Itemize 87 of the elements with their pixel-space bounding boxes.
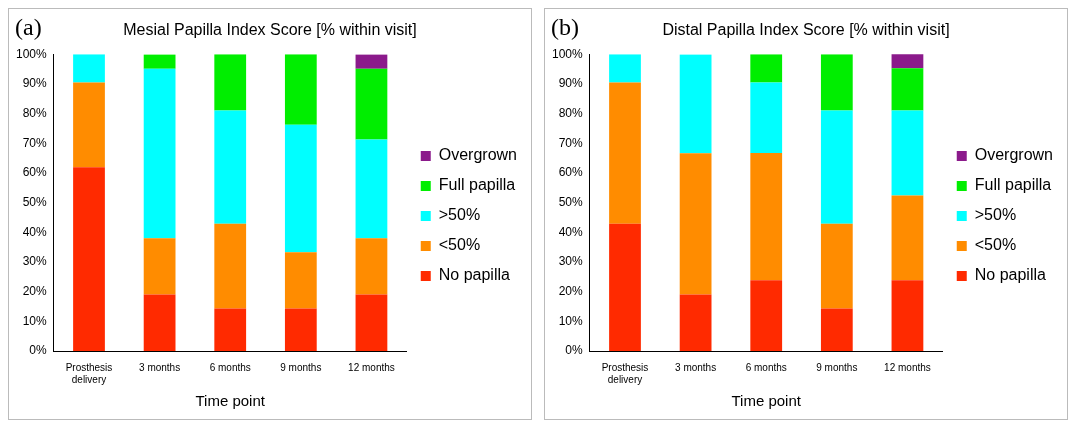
x-tick-label: 9 months [280,361,322,373]
bar [820,54,853,111]
y-tick-label: 50% [558,194,584,209]
bar [355,238,388,295]
bar [820,223,853,309]
bar [891,195,924,281]
x-axis-title: Time point [195,392,266,410]
y-tick-label: 0% [29,343,48,358]
legend-label: No papilla [438,266,511,284]
bar [750,82,783,154]
y-tick-label: 60% [22,165,48,180]
bar [679,54,712,154]
legend-label: Full papilla [438,176,516,194]
text: (a) [15,14,42,41]
y-tick-label: 0% [565,343,584,358]
bar [750,153,783,281]
y-tick-label: 30% [22,254,48,269]
y-tick-label: 20% [22,283,48,298]
legend-label: <50% [438,236,481,254]
y-tick-label: 20% [558,283,584,298]
x-tick-label: Prosthesis delivery [65,361,113,385]
bar [73,167,105,351]
y-tick-label: 70% [558,135,584,150]
legend-label: >50% [438,206,481,224]
y-tick-label: 10% [558,313,584,328]
legend-label: Overgrown [974,146,1053,164]
bar [820,110,853,224]
bar [609,54,641,83]
bar [214,110,247,224]
bar [214,54,247,111]
x-axis-title: Time point [731,392,802,410]
bar [143,68,176,239]
bar [355,68,388,140]
y-tick-label: 90% [558,76,584,91]
bar [214,223,247,309]
bar [891,110,924,196]
bar [143,54,176,69]
legend-label: <50% [974,236,1017,254]
y-tick-label: 50% [22,194,48,209]
text: (b) [551,14,579,41]
bar [609,82,641,224]
bar [143,294,176,351]
bar [284,124,317,253]
bar [820,308,853,351]
y-tick-label: 100% [551,46,584,61]
y-tick-label: 90% [22,76,48,91]
y-tick-label: 40% [558,224,584,239]
y-tick-label: 40% [22,224,48,239]
legend-label: No papilla [974,266,1047,284]
bar [679,153,712,295]
y-tick-label: 10% [22,313,48,328]
bar [355,54,388,69]
bar [284,54,317,125]
bar [73,54,105,83]
bar [284,308,317,351]
bar [355,294,388,351]
y-tick-label: 60% [558,165,584,180]
x-tick-label: 12 months [884,361,931,373]
y-tick-label: 70% [22,135,48,150]
x-tick-label: 12 months [348,361,395,373]
y-tick-label: 30% [558,254,584,269]
y-tick-label: 80% [22,105,48,120]
bar [891,280,924,351]
bar [355,139,388,239]
chart-title: Mesial Papilla Index Score [% within visit] [123,21,417,39]
bar [679,294,712,351]
bar [73,82,105,168]
bar [284,252,317,309]
legend-label: Full papilla [974,176,1052,194]
legend-label: >50% [974,206,1017,224]
x-tick-label: Prosthesis delivery [601,361,649,385]
bar [750,54,783,83]
chart-title: Distal Papilla Index Score [% within visit] [662,21,950,39]
x-tick-label: 6 months [209,361,251,373]
bar [609,223,641,351]
bar [891,68,924,111]
y-tick-label: 80% [558,105,584,120]
legend-label: Overgrown [438,146,517,164]
bar [750,280,783,351]
x-tick-label: 9 months [816,361,858,373]
x-tick-label: 3 months [139,361,181,373]
bar [891,54,924,69]
x-tick-label: 3 months [675,361,717,373]
bar [143,238,176,295]
bar [214,308,247,351]
y-tick-label: 100% [15,46,48,61]
x-tick-label: 6 months [745,361,787,373]
